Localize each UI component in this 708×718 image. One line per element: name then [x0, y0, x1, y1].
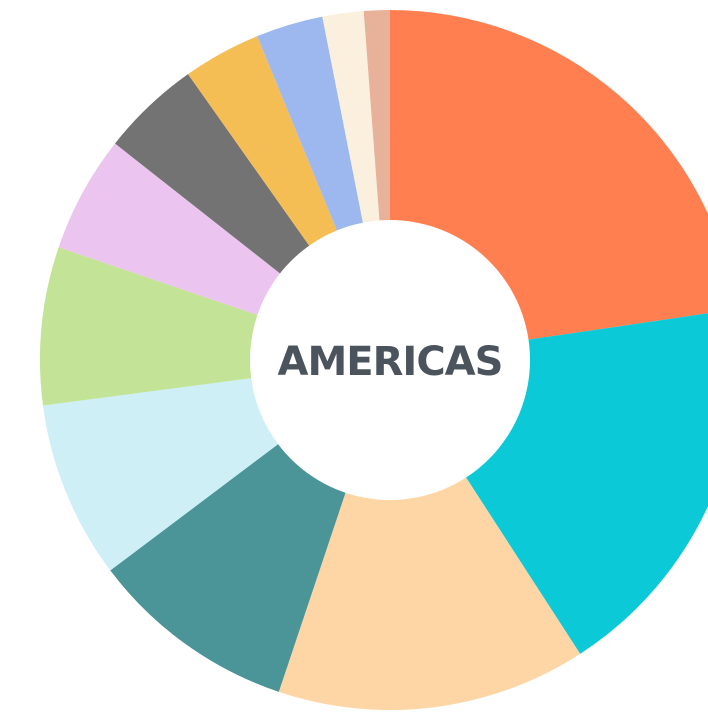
donut-hole: [250, 220, 530, 500]
chart-title: AMERICAS: [278, 339, 503, 385]
slice: [278, 360, 581, 710]
